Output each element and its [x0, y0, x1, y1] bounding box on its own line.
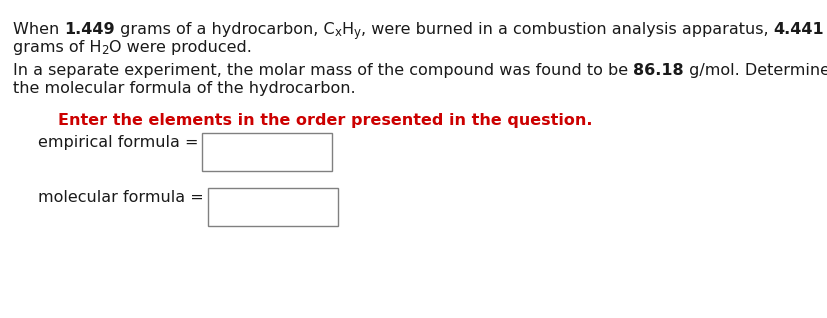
Text: When: When — [13, 22, 65, 37]
Text: y: y — [353, 26, 361, 39]
Text: , were burned in a combustion analysis apparatus,: , were burned in a combustion analysis a… — [361, 22, 772, 37]
Text: empirical formula =: empirical formula = — [38, 135, 198, 150]
Text: grams of H: grams of H — [13, 40, 102, 55]
Text: grams of a hydrocarbon, C: grams of a hydrocarbon, C — [115, 22, 334, 37]
Text: H: H — [342, 22, 353, 37]
Text: g/mol. Determine the empirical formula and: g/mol. Determine the empirical formula a… — [683, 63, 827, 78]
Text: molecular formula =: molecular formula = — [38, 190, 203, 205]
Text: 4.441: 4.441 — [772, 22, 823, 37]
Text: In a separate experiment, the molar mass of the compound was found to be: In a separate experiment, the molar mass… — [13, 63, 633, 78]
Text: 86.18: 86.18 — [633, 63, 683, 78]
Text: O were produced.: O were produced. — [109, 40, 251, 55]
Text: Enter the elements in the order presented in the question.: Enter the elements in the order presente… — [58, 113, 592, 128]
Text: 2: 2 — [102, 44, 109, 57]
Text: the molecular formula of the hydrocarbon.: the molecular formula of the hydrocarbon… — [13, 81, 355, 96]
Text: 1.449: 1.449 — [65, 22, 115, 37]
Text: x: x — [334, 26, 342, 39]
Bar — [203, 133, 332, 171]
Bar — [208, 188, 337, 226]
Text: grams of CO: grams of CO — [823, 22, 827, 37]
